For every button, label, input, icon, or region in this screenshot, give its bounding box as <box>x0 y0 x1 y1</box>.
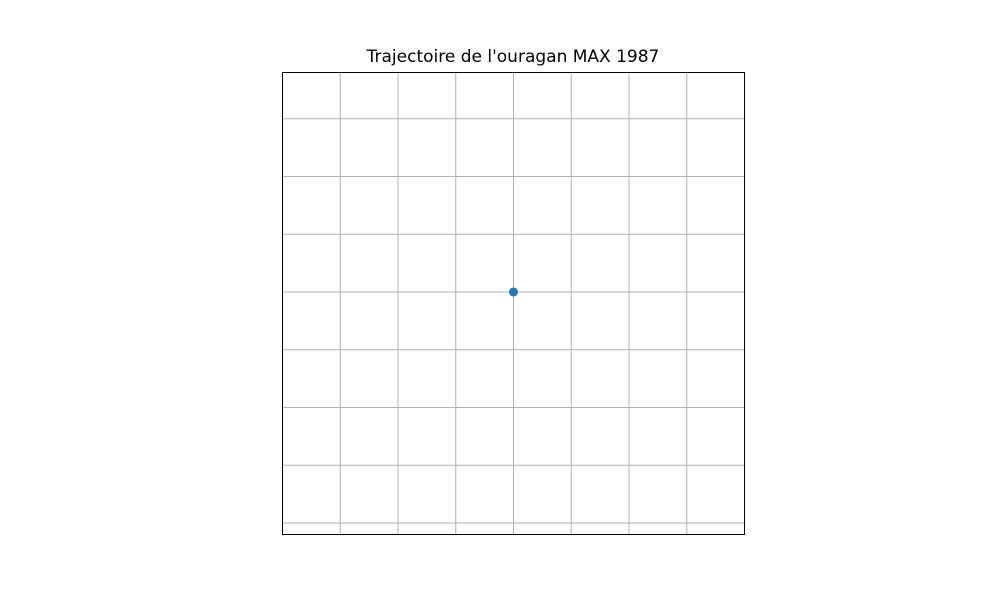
grid-layer <box>282 72 745 535</box>
track-point <box>509 287 518 297</box>
chart-title: Trajectoire de l'ouragan MAX 1987 <box>366 47 660 67</box>
points-layer <box>509 287 518 297</box>
plot-frame <box>282 72 745 535</box>
